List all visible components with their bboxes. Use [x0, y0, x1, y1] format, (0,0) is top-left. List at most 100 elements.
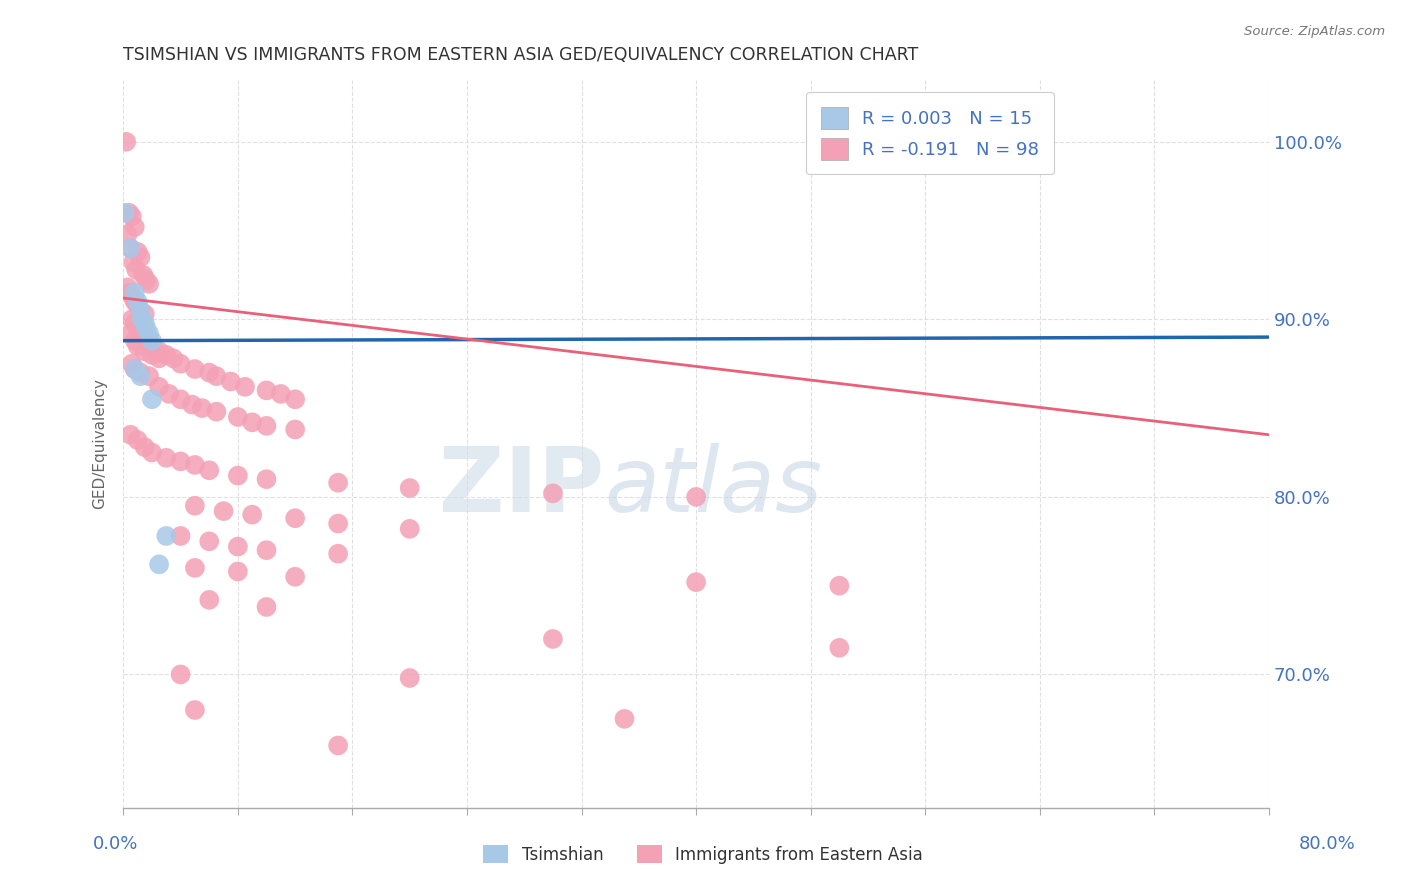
Point: [169, 667, 191, 681]
Point: [129, 325, 152, 339]
Text: Source: ZipAtlas.com: Source: ZipAtlas.com: [1244, 25, 1385, 38]
Point: [127, 294, 149, 309]
Point: [127, 298, 149, 312]
Point: [284, 570, 307, 584]
Point: [155, 348, 177, 362]
Point: [148, 351, 170, 366]
Point: [125, 262, 148, 277]
Point: [134, 316, 156, 330]
Point: [138, 334, 160, 348]
Point: [127, 433, 149, 447]
Point: [226, 409, 249, 424]
Point: [205, 369, 228, 384]
Point: [284, 511, 307, 525]
Point: [120, 241, 142, 255]
Point: [828, 640, 851, 655]
Legend: R = 0.003   N = 15, R = -0.191   N = 98: R = 0.003 N = 15, R = -0.191 N = 98: [807, 93, 1053, 174]
Point: [135, 273, 157, 287]
Point: [155, 450, 177, 465]
Point: [127, 321, 149, 335]
Point: [129, 303, 152, 318]
Point: [124, 362, 146, 376]
Point: [120, 326, 142, 341]
Point: [198, 593, 221, 607]
Point: [326, 739, 349, 753]
Point: [270, 387, 292, 401]
Y-axis label: GED/Equivalency: GED/Equivalency: [93, 378, 107, 509]
Point: [181, 398, 204, 412]
Point: [122, 291, 145, 305]
Point: [124, 362, 146, 376]
Point: [284, 422, 307, 436]
Point: [117, 227, 139, 241]
Point: [148, 344, 170, 359]
Point: [121, 210, 143, 224]
Point: [212, 504, 235, 518]
Point: [129, 366, 152, 380]
Point: [226, 468, 249, 483]
Point: [541, 486, 564, 500]
Point: [157, 387, 180, 401]
Point: [124, 334, 146, 348]
Point: [184, 703, 207, 717]
Point: [326, 475, 349, 490]
Point: [124, 220, 146, 235]
Point: [256, 384, 278, 398]
Text: 80.0%: 80.0%: [1299, 835, 1355, 853]
Point: [155, 529, 177, 543]
Point: [398, 671, 420, 685]
Point: [226, 565, 249, 579]
Point: [326, 547, 349, 561]
Point: [169, 454, 191, 468]
Point: [141, 392, 163, 407]
Text: TSIMSHIAN VS IMMIGRANTS FROM EASTERN ASIA GED/EQUIVALENCY CORRELATION CHART: TSIMSHIAN VS IMMIGRANTS FROM EASTERN ASI…: [124, 46, 918, 64]
Point: [141, 339, 163, 353]
Point: [398, 481, 420, 495]
Point: [198, 534, 221, 549]
Point: [233, 380, 256, 394]
Point: [191, 401, 214, 416]
Point: [284, 392, 307, 407]
Point: [122, 255, 145, 269]
Point: [141, 445, 163, 459]
Point: [685, 490, 707, 504]
Point: [134, 440, 156, 454]
Point: [226, 540, 249, 554]
Text: ZIP: ZIP: [439, 443, 605, 532]
Point: [141, 348, 163, 362]
Point: [828, 579, 851, 593]
Point: [124, 316, 146, 330]
Point: [198, 463, 221, 477]
Point: [256, 599, 278, 614]
Point: [129, 369, 152, 384]
Point: [120, 241, 142, 255]
Point: [256, 543, 278, 558]
Point: [121, 357, 143, 371]
Point: [613, 712, 636, 726]
Point: [124, 294, 146, 309]
Point: [134, 330, 156, 344]
Point: [169, 529, 191, 543]
Point: [148, 558, 170, 572]
Point: [326, 516, 349, 531]
Point: [118, 206, 141, 220]
Point: [115, 135, 138, 149]
Point: [127, 339, 149, 353]
Point: [256, 472, 278, 486]
Point: [132, 268, 155, 282]
Point: [131, 312, 153, 326]
Point: [184, 561, 207, 575]
Point: [134, 344, 156, 359]
Point: [124, 285, 146, 300]
Text: 0.0%: 0.0%: [93, 835, 138, 853]
Point: [219, 375, 242, 389]
Point: [685, 575, 707, 590]
Point: [120, 285, 142, 300]
Point: [138, 369, 160, 384]
Point: [120, 427, 142, 442]
Point: [134, 307, 156, 321]
Point: [169, 357, 191, 371]
Point: [198, 366, 221, 380]
Point: [114, 206, 136, 220]
Point: [205, 405, 228, 419]
